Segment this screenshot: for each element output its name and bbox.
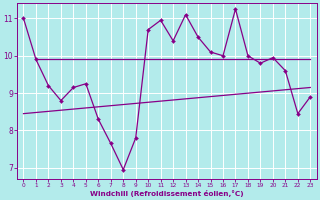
X-axis label: Windchill (Refroidissement éolien,°C): Windchill (Refroidissement éolien,°C)	[90, 190, 244, 197]
